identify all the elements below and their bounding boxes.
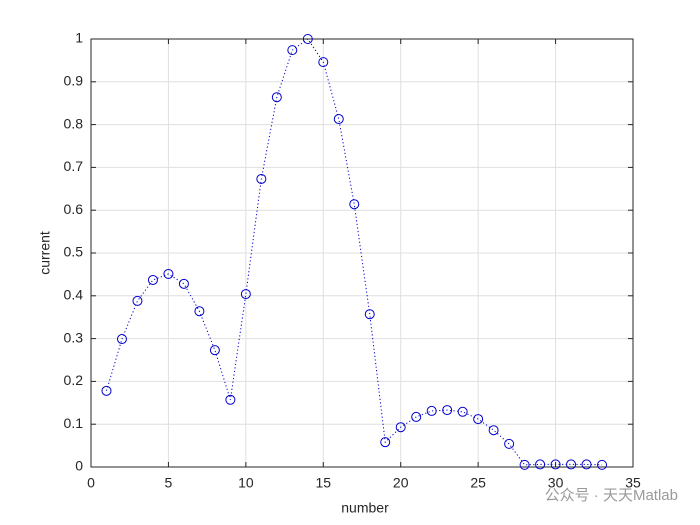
data-point [132, 295, 143, 306]
x-tick-label: 30 [548, 475, 564, 491]
data-point [302, 34, 313, 44]
data-point [380, 437, 391, 448]
data-point [457, 406, 468, 417]
data-point [411, 411, 422, 422]
y-tick-label: 0 [75, 458, 83, 474]
x-tick-label: 15 [315, 475, 331, 491]
data-point [597, 459, 608, 470]
y-tick-label: 0.7 [64, 158, 84, 174]
data-point [333, 114, 344, 125]
data-point [550, 459, 561, 470]
y-tick-label: 0.1 [64, 415, 84, 431]
data-point [209, 345, 220, 356]
data-point [287, 45, 298, 56]
data-point [147, 274, 158, 285]
data-point [318, 57, 329, 68]
y-tick-label: 0.6 [64, 201, 84, 217]
data-point [488, 425, 499, 436]
data-point [163, 268, 174, 279]
y-axis-label: current [37, 231, 53, 275]
y-tick-label: 0.5 [64, 244, 84, 260]
x-tick-label: 25 [470, 475, 486, 491]
data-point [395, 422, 406, 433]
data-point [101, 385, 112, 396]
data-point [256, 173, 267, 184]
data-point [426, 405, 437, 416]
data-point [519, 459, 530, 470]
x-tick-label: 0 [87, 475, 95, 491]
y-tick-label: 1 [75, 30, 83, 46]
data-point [178, 278, 189, 289]
axes-box [90, 38, 634, 468]
y-tick-label: 0.8 [64, 115, 84, 131]
data-point [504, 438, 515, 449]
data-point [581, 459, 592, 470]
y-tick-label: 0.9 [64, 73, 84, 89]
data-point [535, 459, 546, 470]
data-point [566, 459, 577, 470]
y-tick-label: 0.2 [64, 372, 84, 388]
data-point [442, 405, 453, 416]
x-tick-label: 10 [238, 475, 254, 491]
data-point [240, 289, 251, 300]
data-point [473, 414, 484, 425]
data-point [349, 199, 360, 210]
series-line [106, 38, 603, 466]
data-point [364, 309, 375, 320]
x-tick-label: 35 [625, 475, 641, 491]
data-point [271, 92, 282, 103]
y-tick-label: 0.3 [64, 329, 84, 345]
x-axis-label: number [341, 500, 389, 516]
y-tick-label: 0.4 [64, 287, 84, 303]
x-tick-label: 5 [165, 475, 173, 491]
data-point [225, 394, 236, 405]
data-point [116, 334, 127, 345]
watermark: 公众号 · 天天Matlab [545, 487, 678, 504]
data-point [194, 306, 205, 317]
x-tick-label: 20 [393, 475, 409, 491]
